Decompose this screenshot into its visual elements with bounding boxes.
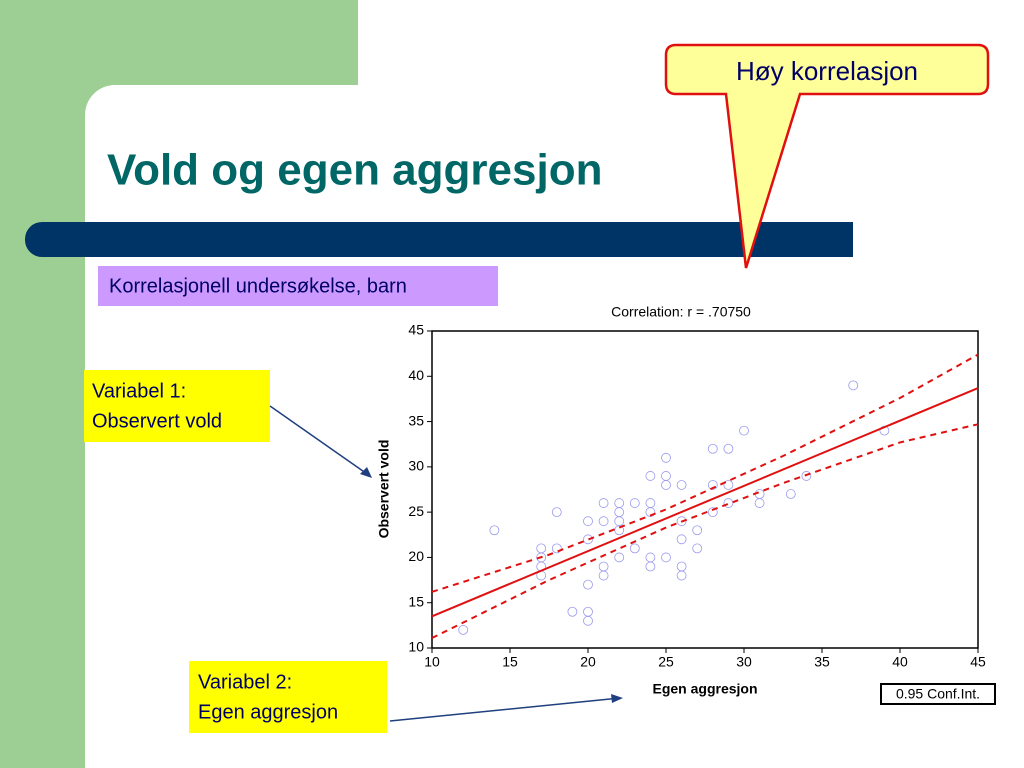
legend-box	[880, 683, 996, 705]
var2-line: Egen aggresjon	[198, 701, 338, 723]
arrow-head	[360, 467, 372, 478]
arrow	[389, 697, 621, 722]
x-tick-label: 15	[502, 654, 518, 670]
point	[598, 561, 609, 572]
point	[489, 525, 500, 536]
point	[661, 552, 671, 563]
legend-text: 0.95 Conf.Int.	[896, 686, 980, 702]
point	[707, 443, 718, 454]
subtitle: Korrelasjonell undersøkelse, barn	[109, 275, 407, 297]
point	[583, 534, 593, 545]
point	[723, 498, 734, 508]
y-tick-label: 25	[408, 503, 424, 519]
y-tick-label: 40	[408, 367, 424, 383]
x-tick-label: 45	[970, 654, 986, 670]
x-tick-label: 35	[814, 654, 830, 670]
point	[739, 425, 749, 436]
y-tick-label: 45	[408, 322, 424, 338]
point	[583, 606, 593, 617]
var1-line: Observert vold	[92, 410, 222, 432]
point	[661, 452, 671, 463]
var2-line: Variabel 2:	[198, 671, 292, 693]
point	[645, 552, 656, 563]
point	[551, 507, 562, 518]
callout	[664, 43, 990, 269]
point	[614, 507, 625, 518]
y-axis-label: Observert vold	[376, 440, 392, 539]
point	[801, 471, 812, 481]
subtitle-box	[98, 266, 498, 306]
point	[536, 543, 547, 554]
x-tick-label: 25	[658, 654, 674, 670]
x-tick-label: 20	[580, 654, 596, 670]
var2-box	[189, 661, 387, 733]
point	[723, 480, 734, 490]
point	[614, 516, 625, 527]
point	[629, 543, 640, 554]
y-tick-label: 35	[408, 412, 424, 428]
chart: Correlation: r = .70750 10 15 20 25 30 35 40 45 1…	[376, 304, 996, 705]
point	[645, 561, 656, 572]
arrow-head	[611, 694, 623, 703]
point	[598, 570, 609, 581]
point	[676, 534, 687, 545]
slide-title: Vold og egen aggresjon	[107, 146, 602, 195]
x-tick-label: 30	[736, 654, 752, 670]
point	[645, 471, 656, 481]
point	[645, 498, 656, 508]
point	[676, 561, 687, 572]
x-tick-label: 10	[424, 654, 440, 670]
var1-box	[84, 370, 270, 442]
point	[598, 516, 609, 527]
y-tick-label: 20	[408, 548, 424, 564]
line	[431, 387, 979, 618]
point	[598, 498, 609, 508]
point	[661, 471, 671, 481]
line	[431, 353, 979, 593]
point	[692, 543, 703, 554]
point	[661, 480, 671, 490]
point	[785, 489, 796, 499]
point	[707, 507, 718, 518]
point	[551, 543, 562, 554]
y-tick-label: 30	[408, 458, 424, 474]
point	[458, 624, 469, 635]
point	[583, 615, 593, 626]
y-tick-label: 15	[408, 593, 424, 609]
line	[431, 423, 979, 639]
arrow	[269, 405, 371, 477]
point	[692, 525, 703, 536]
point	[707, 480, 718, 490]
y-tick-label: 10	[408, 639, 424, 655]
point	[583, 516, 593, 527]
point	[583, 579, 593, 590]
x-axis-label: Egen aggresjon	[652, 681, 757, 697]
point	[754, 498, 765, 508]
plot-area	[431, 330, 979, 649]
var1-line: Variabel 1:	[92, 380, 186, 402]
title-bar	[60, 222, 853, 257]
point	[567, 606, 578, 617]
x-tick-label: 40	[892, 654, 908, 670]
point	[676, 570, 687, 581]
point	[723, 443, 734, 454]
point	[629, 498, 640, 508]
chart-title: Correlation: r = .70750	[611, 304, 751, 320]
point	[848, 380, 859, 391]
green-strip	[0, 0, 85, 768]
point	[676, 516, 687, 527]
callout-text: Høy korrelasjon	[736, 56, 918, 86]
point	[645, 507, 656, 518]
point	[614, 552, 625, 563]
point	[676, 480, 687, 490]
point	[614, 498, 625, 508]
